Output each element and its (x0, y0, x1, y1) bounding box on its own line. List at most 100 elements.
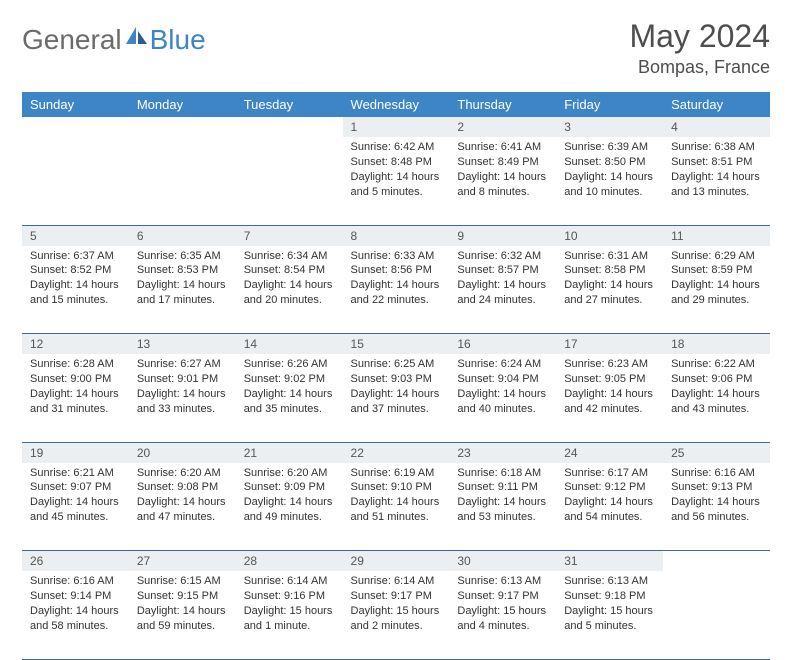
day-cell: Sunrise: 6:25 AMSunset: 9:03 PMDaylight:… (343, 354, 450, 442)
day-cell (22, 137, 129, 225)
day-details: Sunrise: 6:26 AMSunset: 9:02 PMDaylight:… (236, 354, 343, 422)
day-details: Sunrise: 6:18 AMSunset: 9:11 PMDaylight:… (449, 463, 556, 531)
day-number: 20 (129, 443, 236, 463)
weekday-header: Tuesday (236, 92, 343, 117)
daylight-line: Daylight: 14 hours and 24 minutes. (457, 278, 548, 308)
day-number-cell: 2 (449, 117, 556, 137)
day-details: Sunrise: 6:29 AMSunset: 8:59 PMDaylight:… (663, 246, 770, 314)
daylight-line: Daylight: 14 hours and 35 minutes. (244, 387, 335, 417)
logo-part1: General (22, 24, 122, 56)
day-cell: Sunrise: 6:34 AMSunset: 8:54 PMDaylight:… (236, 246, 343, 334)
day-number: 30 (449, 551, 556, 571)
daylight-line: Daylight: 14 hours and 13 minutes. (671, 170, 762, 200)
day-number-cell: 20 (129, 442, 236, 463)
sunrise-line: Sunrise: 6:20 AM (244, 466, 335, 481)
daylight-line: Daylight: 14 hours and 53 minutes. (457, 495, 548, 525)
logo-sail-icon (126, 27, 148, 50)
sunset-line: Sunset: 9:06 PM (671, 372, 762, 387)
day-cell: Sunrise: 6:27 AMSunset: 9:01 PMDaylight:… (129, 354, 236, 442)
day-details (22, 137, 129, 146)
title-block: May 2024 Bompas, France (629, 18, 770, 78)
sunset-line: Sunset: 9:07 PM (30, 480, 121, 495)
daylight-line: Daylight: 14 hours and 54 minutes. (564, 495, 655, 525)
sunset-line: Sunset: 9:08 PM (137, 480, 228, 495)
sunset-line: Sunset: 9:18 PM (564, 589, 655, 604)
day-details: Sunrise: 6:21 AMSunset: 9:07 PMDaylight:… (22, 463, 129, 531)
daylight-line: Daylight: 14 hours and 40 minutes. (457, 387, 548, 417)
weekday-header: Sunday (22, 92, 129, 117)
sunrise-line: Sunrise: 6:19 AM (351, 466, 442, 481)
sunset-line: Sunset: 9:09 PM (244, 480, 335, 495)
day-details (236, 137, 343, 146)
day-number-cell: 8 (343, 225, 450, 246)
weekday-header: Thursday (449, 92, 556, 117)
day-cell: Sunrise: 6:22 AMSunset: 9:06 PMDaylight:… (663, 354, 770, 442)
sunset-line: Sunset: 9:13 PM (671, 480, 762, 495)
sunrise-line: Sunrise: 6:33 AM (351, 249, 442, 264)
daylight-line: Daylight: 14 hours and 20 minutes. (244, 278, 335, 308)
sunrise-line: Sunrise: 6:29 AM (671, 249, 762, 264)
sunset-line: Sunset: 8:53 PM (137, 263, 228, 278)
sunrise-line: Sunrise: 6:39 AM (564, 140, 655, 155)
day-cell (129, 137, 236, 225)
sunrise-line: Sunrise: 6:21 AM (30, 466, 121, 481)
day-cell: Sunrise: 6:26 AMSunset: 9:02 PMDaylight:… (236, 354, 343, 442)
day-number: 7 (236, 226, 343, 246)
day-cell: Sunrise: 6:13 AMSunset: 9:17 PMDaylight:… (449, 571, 556, 659)
day-number: 10 (556, 226, 663, 246)
daylight-line: Daylight: 14 hours and 59 minutes. (137, 604, 228, 634)
sunset-line: Sunset: 8:49 PM (457, 155, 548, 170)
day-number-cell: 3 (556, 117, 663, 137)
day-details: Sunrise: 6:25 AMSunset: 9:03 PMDaylight:… (343, 354, 450, 422)
day-cell: Sunrise: 6:14 AMSunset: 9:16 PMDaylight:… (236, 571, 343, 659)
day-number-cell: 26 (22, 551, 129, 572)
day-number-cell: 19 (22, 442, 129, 463)
day-cell: Sunrise: 6:33 AMSunset: 8:56 PMDaylight:… (343, 246, 450, 334)
day-number: 13 (129, 334, 236, 354)
daynum-row: 262728293031 (22, 551, 770, 572)
day-details: Sunrise: 6:37 AMSunset: 8:52 PMDaylight:… (22, 246, 129, 314)
sunrise-line: Sunrise: 6:17 AM (564, 466, 655, 481)
daylight-line: Daylight: 14 hours and 42 minutes. (564, 387, 655, 417)
sunset-line: Sunset: 8:50 PM (564, 155, 655, 170)
day-number-cell: 14 (236, 334, 343, 355)
sunrise-line: Sunrise: 6:41 AM (457, 140, 548, 155)
day-details: Sunrise: 6:15 AMSunset: 9:15 PMDaylight:… (129, 571, 236, 639)
day-number-cell: 10 (556, 225, 663, 246)
day-cell: Sunrise: 6:29 AMSunset: 8:59 PMDaylight:… (663, 246, 770, 334)
day-cell: Sunrise: 6:41 AMSunset: 8:49 PMDaylight:… (449, 137, 556, 225)
day-number: 27 (129, 551, 236, 571)
day-number: 11 (663, 226, 770, 246)
day-details: Sunrise: 6:38 AMSunset: 8:51 PMDaylight:… (663, 137, 770, 205)
day-number: 2 (449, 117, 556, 137)
day-details: Sunrise: 6:24 AMSunset: 9:04 PMDaylight:… (449, 354, 556, 422)
day-number-cell: 5 (22, 225, 129, 246)
day-details: Sunrise: 6:20 AMSunset: 9:09 PMDaylight:… (236, 463, 343, 531)
day-number-cell (663, 551, 770, 572)
sunrise-line: Sunrise: 6:24 AM (457, 357, 548, 372)
day-details: Sunrise: 6:28 AMSunset: 9:00 PMDaylight:… (22, 354, 129, 422)
day-number: 26 (22, 551, 129, 571)
daylight-line: Daylight: 14 hours and 29 minutes. (671, 278, 762, 308)
day-cell: Sunrise: 6:13 AMSunset: 9:18 PMDaylight:… (556, 571, 663, 659)
day-details: Sunrise: 6:13 AMSunset: 9:17 PMDaylight:… (449, 571, 556, 639)
day-number (129, 117, 236, 137)
day-details: Sunrise: 6:16 AMSunset: 9:13 PMDaylight:… (663, 463, 770, 531)
sunset-line: Sunset: 9:03 PM (351, 372, 442, 387)
sunrise-line: Sunrise: 6:27 AM (137, 357, 228, 372)
sunrise-line: Sunrise: 6:26 AM (244, 357, 335, 372)
day-cell: Sunrise: 6:28 AMSunset: 9:00 PMDaylight:… (22, 354, 129, 442)
day-number: 4 (663, 117, 770, 137)
sunset-line: Sunset: 8:58 PM (564, 263, 655, 278)
day-cell: Sunrise: 6:35 AMSunset: 8:53 PMDaylight:… (129, 246, 236, 334)
weekday-header: Friday (556, 92, 663, 117)
day-number: 23 (449, 443, 556, 463)
day-cell: Sunrise: 6:17 AMSunset: 9:12 PMDaylight:… (556, 463, 663, 551)
day-number-cell: 11 (663, 225, 770, 246)
daylight-line: Daylight: 14 hours and 15 minutes. (30, 278, 121, 308)
day-number: 28 (236, 551, 343, 571)
sunset-line: Sunset: 9:00 PM (30, 372, 121, 387)
day-number: 24 (556, 443, 663, 463)
daylight-line: Daylight: 14 hours and 37 minutes. (351, 387, 442, 417)
sunset-line: Sunset: 9:16 PM (244, 589, 335, 604)
